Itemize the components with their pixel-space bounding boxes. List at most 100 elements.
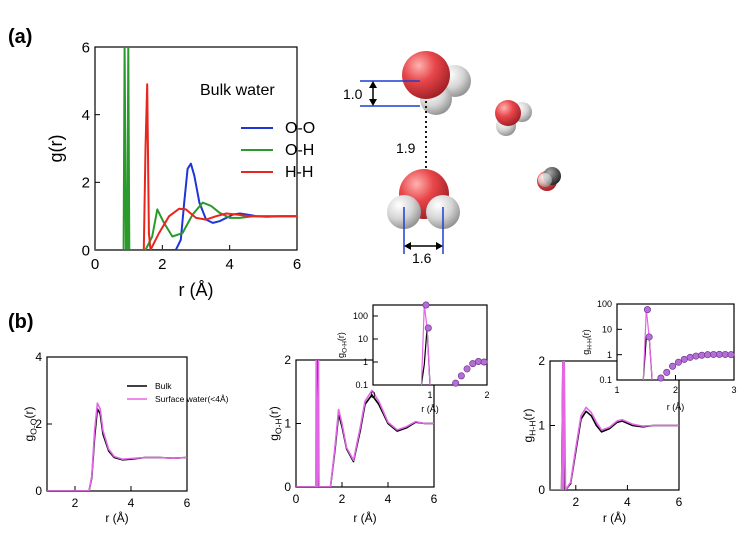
x-tick-label: 6 [293, 256, 301, 273]
series-group [550, 361, 679, 490]
data-marker [715, 350, 723, 358]
y-tick-label: 2 [35, 417, 42, 431]
data-marker [669, 362, 677, 370]
series-line-surface-water-4- [642, 309, 653, 380]
chart-goh: 0 2 4 6 0 1 2 r (Å) gO-H(r) [267, 353, 438, 525]
plot-frame [616, 303, 735, 381]
series-line-o-h [95, 47, 297, 250]
x-tick-label: 2 [72, 496, 79, 510]
series-line-bulk [47, 408, 187, 491]
x-tick-label: 2 [158, 256, 166, 273]
x-tick-label: 2 [572, 495, 579, 509]
x-tick-label: 3 [731, 385, 736, 395]
y-tick-label: 10 [358, 334, 368, 344]
x-tick-label: 2 [484, 390, 489, 400]
arrow-head [436, 242, 443, 250]
x-tick-label: 6 [184, 496, 191, 510]
x-tick-label: 4 [128, 496, 135, 510]
x-axis-label: r (Å) [667, 402, 685, 412]
series-line-surface-water-4- [420, 305, 431, 385]
x-axis-label: r (Å) [179, 280, 214, 300]
data-marker [463, 365, 471, 373]
x-tick-label: 0 [370, 390, 375, 400]
series-line-surface-water-4- [47, 402, 187, 491]
y-tick-label: 10 [602, 324, 612, 334]
y-tick-label: 4 [82, 107, 90, 124]
y-tick-label: 1 [607, 350, 612, 360]
y-tick-label: 100 [353, 311, 368, 321]
data-marker [674, 358, 682, 366]
x-axis-label: r (Å) [105, 510, 128, 525]
x-tick-label: 6 [431, 492, 438, 506]
x-tick-label: 1 [614, 385, 619, 395]
y-tick-label: 1 [363, 357, 368, 367]
x-tick-label: 6 [676, 495, 683, 509]
series-line-surface-water-4- [296, 360, 434, 487]
y-tick-label: 1 [538, 419, 545, 433]
x-tick-label: 4 [225, 256, 233, 273]
data-marker [710, 350, 718, 358]
axis-label: g(r) [46, 135, 66, 163]
series-group [95, 47, 297, 250]
x-tick-label: 4 [385, 492, 392, 506]
series-line-surface-water-4- [550, 361, 679, 490]
y-tick-label: 2 [82, 175, 90, 192]
data-marker [424, 324, 432, 332]
legend-label: O-H [285, 142, 314, 159]
x-axis-label: r (Å) [603, 510, 626, 525]
x-axis-label: r (Å) [353, 510, 376, 525]
x-tick-label: 4 [624, 495, 631, 509]
chart-goh-inset: 0 1 2 0.1 1 10 100 r (Å) gO-H(r) [336, 301, 490, 414]
data-marker [452, 379, 460, 387]
molecule-width-label: 1.6 [412, 250, 432, 266]
data-marker [686, 353, 694, 361]
data-marker [680, 355, 688, 363]
hbond-distance-label: 1.9 [396, 140, 416, 156]
data-marker [692, 352, 700, 360]
water-molecules-illustration: 1.0 1.9 1.6 [343, 51, 561, 266]
oxygen-atom [495, 100, 521, 126]
panel-label-a: (a) [8, 26, 32, 48]
x-tick-label: 0 [91, 256, 99, 273]
y-tick-label: 100 [597, 299, 612, 309]
arrow-head [369, 81, 377, 88]
legend-label: H-H [285, 164, 313, 181]
chart-ghh: 2 4 6 0 1 2 r (Å) gH-H(r) [521, 354, 683, 525]
data-marker [457, 372, 465, 380]
legend-label: O-O [285, 120, 315, 137]
data-marker [422, 301, 430, 309]
axis-label: gO-O(r) [22, 407, 39, 442]
data-marker [480, 358, 488, 366]
axis-label: gH-H(r) [581, 329, 594, 355]
data-marker [645, 333, 653, 341]
y-tick-label: 0.1 [355, 380, 368, 390]
chart-bulk-water: 0 2 4 6 0 2 4 6 r (Å) g(r) Bulk water O-O O-H H-H [46, 39, 315, 300]
y-tick-label: 0 [35, 484, 42, 498]
legend-label: Surface water(<4Å) [155, 394, 229, 404]
x-axis-label: r (Å) [421, 404, 439, 414]
water-molecule-middle [495, 100, 532, 136]
water-molecule-bottom [387, 169, 460, 229]
plot-frame [94, 46, 298, 251]
series-line-h-h [95, 83, 297, 250]
legend-label: Bulk [155, 381, 172, 391]
y-tick-label: 1 [284, 417, 291, 431]
y-tick-label: 0 [82, 242, 90, 259]
data-marker [643, 306, 651, 314]
y-tick-label: 6 [82, 39, 90, 56]
series-group [47, 402, 187, 491]
water-molecule-top [402, 51, 471, 115]
data-marker [657, 374, 665, 382]
axis-label: gO-H(r) [336, 332, 349, 358]
y-tick-label: 0 [538, 483, 545, 497]
y-tick-label: 0 [284, 480, 291, 494]
x-tick-label: 1 [427, 390, 432, 400]
x-tick-label: 2 [339, 492, 346, 506]
x-tick-label: 0 [293, 492, 300, 506]
water-molecule-edge-on [537, 167, 561, 191]
plot-frame [46, 356, 188, 492]
axis-label: gO-H(r) [267, 406, 284, 441]
